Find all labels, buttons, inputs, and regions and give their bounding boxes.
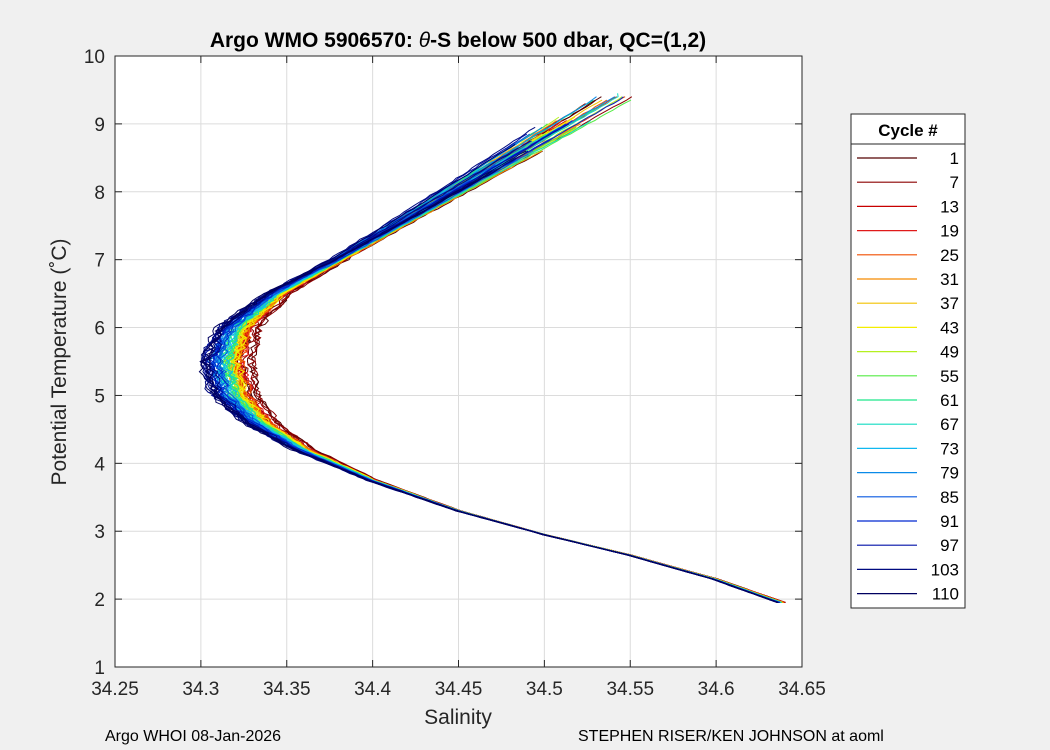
- legend-items: 1 7 13 19 25 31 37 43 49 55 61 67 73 79 85 91 97 103 110: [857, 149, 959, 604]
- y-tick-label: 9: [94, 115, 105, 136]
- x-tick-label: 34.65: [778, 679, 826, 700]
- y-tick-label: 1: [94, 658, 105, 679]
- chart-title: Argo WMO 5906570: θ-S below 500 dbar, QC…: [210, 29, 706, 52]
- legend-label: 7: [950, 173, 959, 192]
- legend-label: 61: [940, 391, 959, 410]
- y-tick-label: 4: [94, 454, 105, 475]
- y-tick-label: 6: [94, 319, 105, 340]
- x-tick-label: 34.25: [91, 679, 139, 700]
- y-tick-label: 5: [94, 386, 105, 407]
- axis-ticks: 34.25 34.3 34.35 34.4 34.45 34.5 34.55 34.6 34.6…: [84, 47, 826, 700]
- legend-label: 85: [940, 488, 959, 507]
- legend-label: 31: [940, 270, 959, 289]
- legend-label: 49: [940, 343, 959, 362]
- legend-label: 103: [931, 560, 959, 579]
- legend-label: 19: [940, 222, 959, 241]
- legend: Cycle # 1 7 13 19 25 31 37 43 49 55 61 67 73 79 85 91 97…: [850, 113, 966, 609]
- x-tick-label: 34.45: [435, 679, 483, 700]
- x-tick-label: 34.3: [182, 679, 219, 700]
- legend-label: 37: [940, 294, 959, 313]
- x-tick-label: 34.6: [698, 679, 735, 700]
- legend-label: 13: [940, 197, 959, 216]
- legend-label: 73: [940, 439, 959, 458]
- title-suffix: -S below 500 dbar, QC=(1,2): [430, 29, 706, 52]
- y-tick-label: 3: [94, 522, 105, 543]
- footer-right: STEPHEN RISER/KEN JOHNSON at aoml: [578, 728, 884, 745]
- title-theta: θ: [419, 29, 431, 52]
- x-tick-label: 34.5: [526, 679, 563, 700]
- y-axis-label: Potential Temperature (˚C): [48, 238, 71, 485]
- x-tick-label: 34.35: [263, 679, 311, 700]
- profiles: [198, 93, 786, 603]
- y-tick-label: 10: [84, 47, 105, 68]
- legend-label: 91: [940, 512, 959, 531]
- x-tick-label: 34.4: [354, 679, 391, 700]
- legend-label: 67: [940, 415, 959, 434]
- legend-label: 110: [932, 585, 959, 604]
- legend-title: Cycle #: [878, 121, 938, 140]
- legend-label: 1: [950, 149, 959, 168]
- legend-label: 79: [940, 464, 959, 483]
- legend-label: 55: [940, 367, 959, 386]
- legend-label: 97: [940, 536, 959, 555]
- profile-line: [198, 167, 778, 603]
- title-prefix: Argo WMO 5906570:: [210, 29, 419, 52]
- y-tick-label: 7: [94, 251, 105, 272]
- legend-label: 25: [940, 246, 959, 265]
- y-tick-label: 8: [94, 183, 105, 204]
- legend-box: [850, 113, 966, 609]
- y-tick-label: 2: [94, 590, 105, 611]
- footer-left: Argo WHOI 08-Jan-2026: [105, 728, 281, 745]
- x-tick-label: 34.55: [606, 679, 654, 700]
- x-axis-label: Salinity: [424, 706, 492, 729]
- legend-label: 43: [940, 318, 959, 337]
